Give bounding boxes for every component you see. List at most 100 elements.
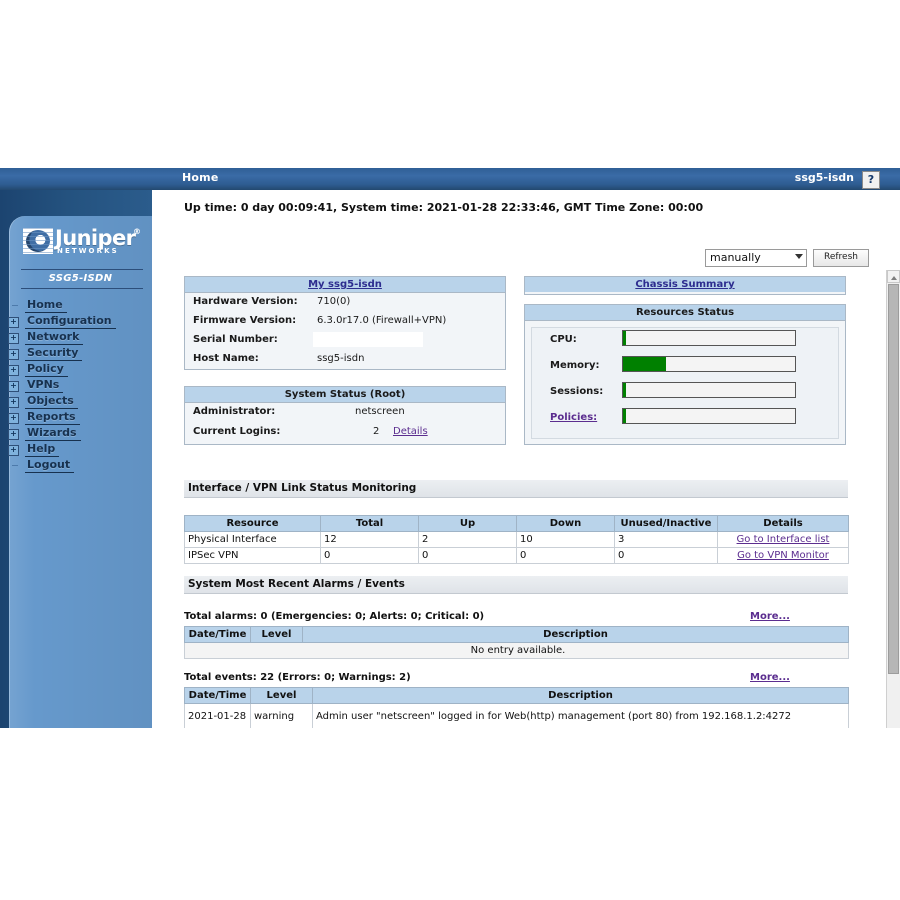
- col-datetime: Date/Time: [184, 687, 251, 704]
- brand-name: Juniper: [55, 226, 136, 250]
- col-datetime: Date/Time: [184, 626, 251, 643]
- cell-level: warning: [250, 703, 313, 728]
- expand-plus-icon[interactable]: +: [8, 397, 19, 408]
- help-icon[interactable]: ?: [862, 171, 880, 189]
- left-rail: Juniper ® NETWORKS SSG5-ISDN Home + Conf…: [0, 190, 152, 728]
- sidebar-item-home[interactable]: Home: [9, 298, 152, 314]
- alarms-more-link[interactable]: More...: [750, 611, 790, 622]
- hardware-version-value: 710(0): [317, 296, 351, 307]
- vertical-scrollbar[interactable]: [886, 270, 900, 728]
- total-events-line: Total events: 22 (Errors: 0; Warnings: 2…: [184, 672, 411, 683]
- chassis-summary-panel: Chassis Summary: [524, 276, 846, 295]
- expand-plus-icon[interactable]: +: [8, 429, 19, 440]
- sidebar-item-vpns[interactable]: + VPNs: [8, 378, 152, 394]
- serial-number-value: [313, 332, 423, 347]
- col-details: Details: [717, 515, 849, 532]
- col-unused-inactive: Unused/Inactive: [614, 515, 718, 532]
- host-name-label: Host Name:: [193, 353, 259, 364]
- table-row: Administrator: netscreen: [185, 403, 505, 423]
- refresh-button[interactable]: Refresh: [813, 248, 869, 267]
- breadcrumb: Home: [182, 171, 219, 184]
- expand-plus-icon[interactable]: +: [8, 445, 19, 456]
- sidebar-item-label[interactable]: Network: [25, 330, 84, 345]
- refresh-interval-select[interactable]: manually: [705, 248, 807, 267]
- sidebar-item-label[interactable]: Configuration: [25, 314, 116, 329]
- sidebar-item-objects[interactable]: + Objects: [8, 394, 152, 410]
- sidebar-divider-top: [21, 269, 143, 270]
- sidebar-item-label[interactable]: Help: [25, 442, 60, 457]
- resource-row-cpu: CPU:: [532, 328, 838, 354]
- sidebar-item-network[interactable]: + Network: [8, 330, 152, 346]
- refresh-controls: manually Refresh: [705, 247, 869, 267]
- policies-link[interactable]: Policies:: [550, 412, 598, 423]
- table-header-row: Resource Total Up Down Unused/Inactive D…: [184, 515, 849, 532]
- scrollbar-thumb[interactable]: [888, 284, 899, 674]
- col-down: Down: [516, 515, 615, 532]
- current-logins-value: 2: [373, 426, 380, 437]
- current-logins-label: Current Logins:: [193, 426, 281, 437]
- brand-subtitle: NETWORKS: [57, 247, 119, 255]
- expand-plus-icon[interactable]: +: [8, 413, 19, 424]
- scroll-up-arrow-icon[interactable]: [887, 270, 900, 283]
- sidebar-item-label[interactable]: Objects: [25, 394, 78, 409]
- expand-plus-icon[interactable]: +: [8, 365, 19, 376]
- tree-stub-icon: [12, 305, 18, 306]
- expand-plus-icon[interactable]: +: [8, 333, 19, 344]
- col-description: Description: [302, 626, 849, 643]
- table-row: Firmware Version: 6.3.0r17.0 (Firewall+V…: [185, 312, 505, 331]
- chassis-summary-link[interactable]: Chassis Summary: [635, 279, 735, 290]
- resource-row-sessions: Sessions:: [532, 380, 838, 406]
- cell-total: 0: [320, 547, 419, 564]
- juniper-logo: Juniper ® NETWORKS: [23, 226, 141, 260]
- alarms-empty-message: No entry available.: [184, 642, 849, 659]
- login-details-link[interactable]: Details: [393, 426, 428, 437]
- sidebar-item-reports[interactable]: + Reports: [8, 410, 152, 426]
- sidebar-item-label[interactable]: Reports: [25, 410, 80, 425]
- resources-status-panel: Resources Status CPU: Memory: Sessions: …: [524, 304, 846, 445]
- my-device-link[interactable]: My ssg5-isdn: [308, 279, 382, 290]
- cpu-bar: [622, 330, 796, 346]
- expand-plus-icon[interactable]: +: [8, 317, 19, 328]
- chassis-summary-header: Chassis Summary: [525, 277, 845, 292]
- interface-status-table: Resource Total Up Down Unused/Inactive D…: [184, 515, 849, 564]
- registered-mark: ®: [133, 227, 141, 236]
- firmware-version-value: 6.3.0r17.0 (Firewall+VPN): [317, 315, 447, 326]
- expand-plus-icon[interactable]: +: [8, 349, 19, 360]
- serial-number-label: Serial Number:: [193, 334, 278, 345]
- sidebar-item-policy[interactable]: + Policy: [8, 362, 152, 378]
- sidebar-item-configuration[interactable]: + Configuration: [8, 314, 152, 330]
- cell-datetime: 2021-01-28 22:33:44: [184, 703, 251, 728]
- sidebar-item-security[interactable]: + Security: [8, 346, 152, 362]
- expand-plus-icon[interactable]: +: [8, 381, 19, 392]
- sidebar-item-label[interactable]: VPNs: [25, 378, 64, 393]
- sidebar-item-wizards[interactable]: + Wizards: [8, 426, 152, 442]
- cell-unused: 0: [614, 547, 718, 564]
- col-level: Level: [250, 626, 303, 643]
- sidebar-item-label[interactable]: Policy: [25, 362, 68, 377]
- interface-section-heading: Interface / VPN Link Status Monitoring: [184, 480, 848, 498]
- sidebar-item-help[interactable]: + Help: [8, 442, 152, 458]
- cpu-bar-fill: [623, 331, 627, 345]
- table-row: 2021-01-28 22:33:44 warning Admin user "…: [184, 703, 849, 728]
- events-more-link[interactable]: More...: [750, 672, 790, 683]
- events-table: Date/Time Level Description 2021-01-28 2…: [184, 687, 849, 728]
- go-to-interface-list-link[interactable]: Go to Interface list: [736, 534, 830, 545]
- table-header-row: Date/Time Level Description: [184, 687, 849, 704]
- col-level: Level: [250, 687, 313, 704]
- table-header-row: Date/Time Level Description: [184, 626, 849, 643]
- administrator-label: Administrator:: [193, 406, 276, 417]
- memory-bar-fill: [623, 357, 666, 371]
- sidebar-item-label[interactable]: Logout: [25, 458, 75, 473]
- sidebar-item-logout[interactable]: Logout: [9, 458, 152, 474]
- sidebar-item-label[interactable]: Wizards: [25, 426, 81, 441]
- juniper-logo-icon: [23, 228, 53, 254]
- sidebar-item-label[interactable]: Home: [25, 298, 67, 313]
- col-total: Total: [320, 515, 419, 532]
- table-row: Host Name: ssg5-isdn: [185, 350, 505, 369]
- col-description: Description: [312, 687, 849, 704]
- go-to-vpn-monitor-link[interactable]: Go to VPN Monitor: [737, 550, 829, 561]
- device-info-header: My ssg5-isdn: [185, 277, 505, 293]
- device-model-label: SSG5-ISDN: [48, 273, 113, 284]
- resource-row-memory: Memory:: [532, 354, 838, 380]
- sidebar-item-label[interactable]: Security: [25, 346, 83, 361]
